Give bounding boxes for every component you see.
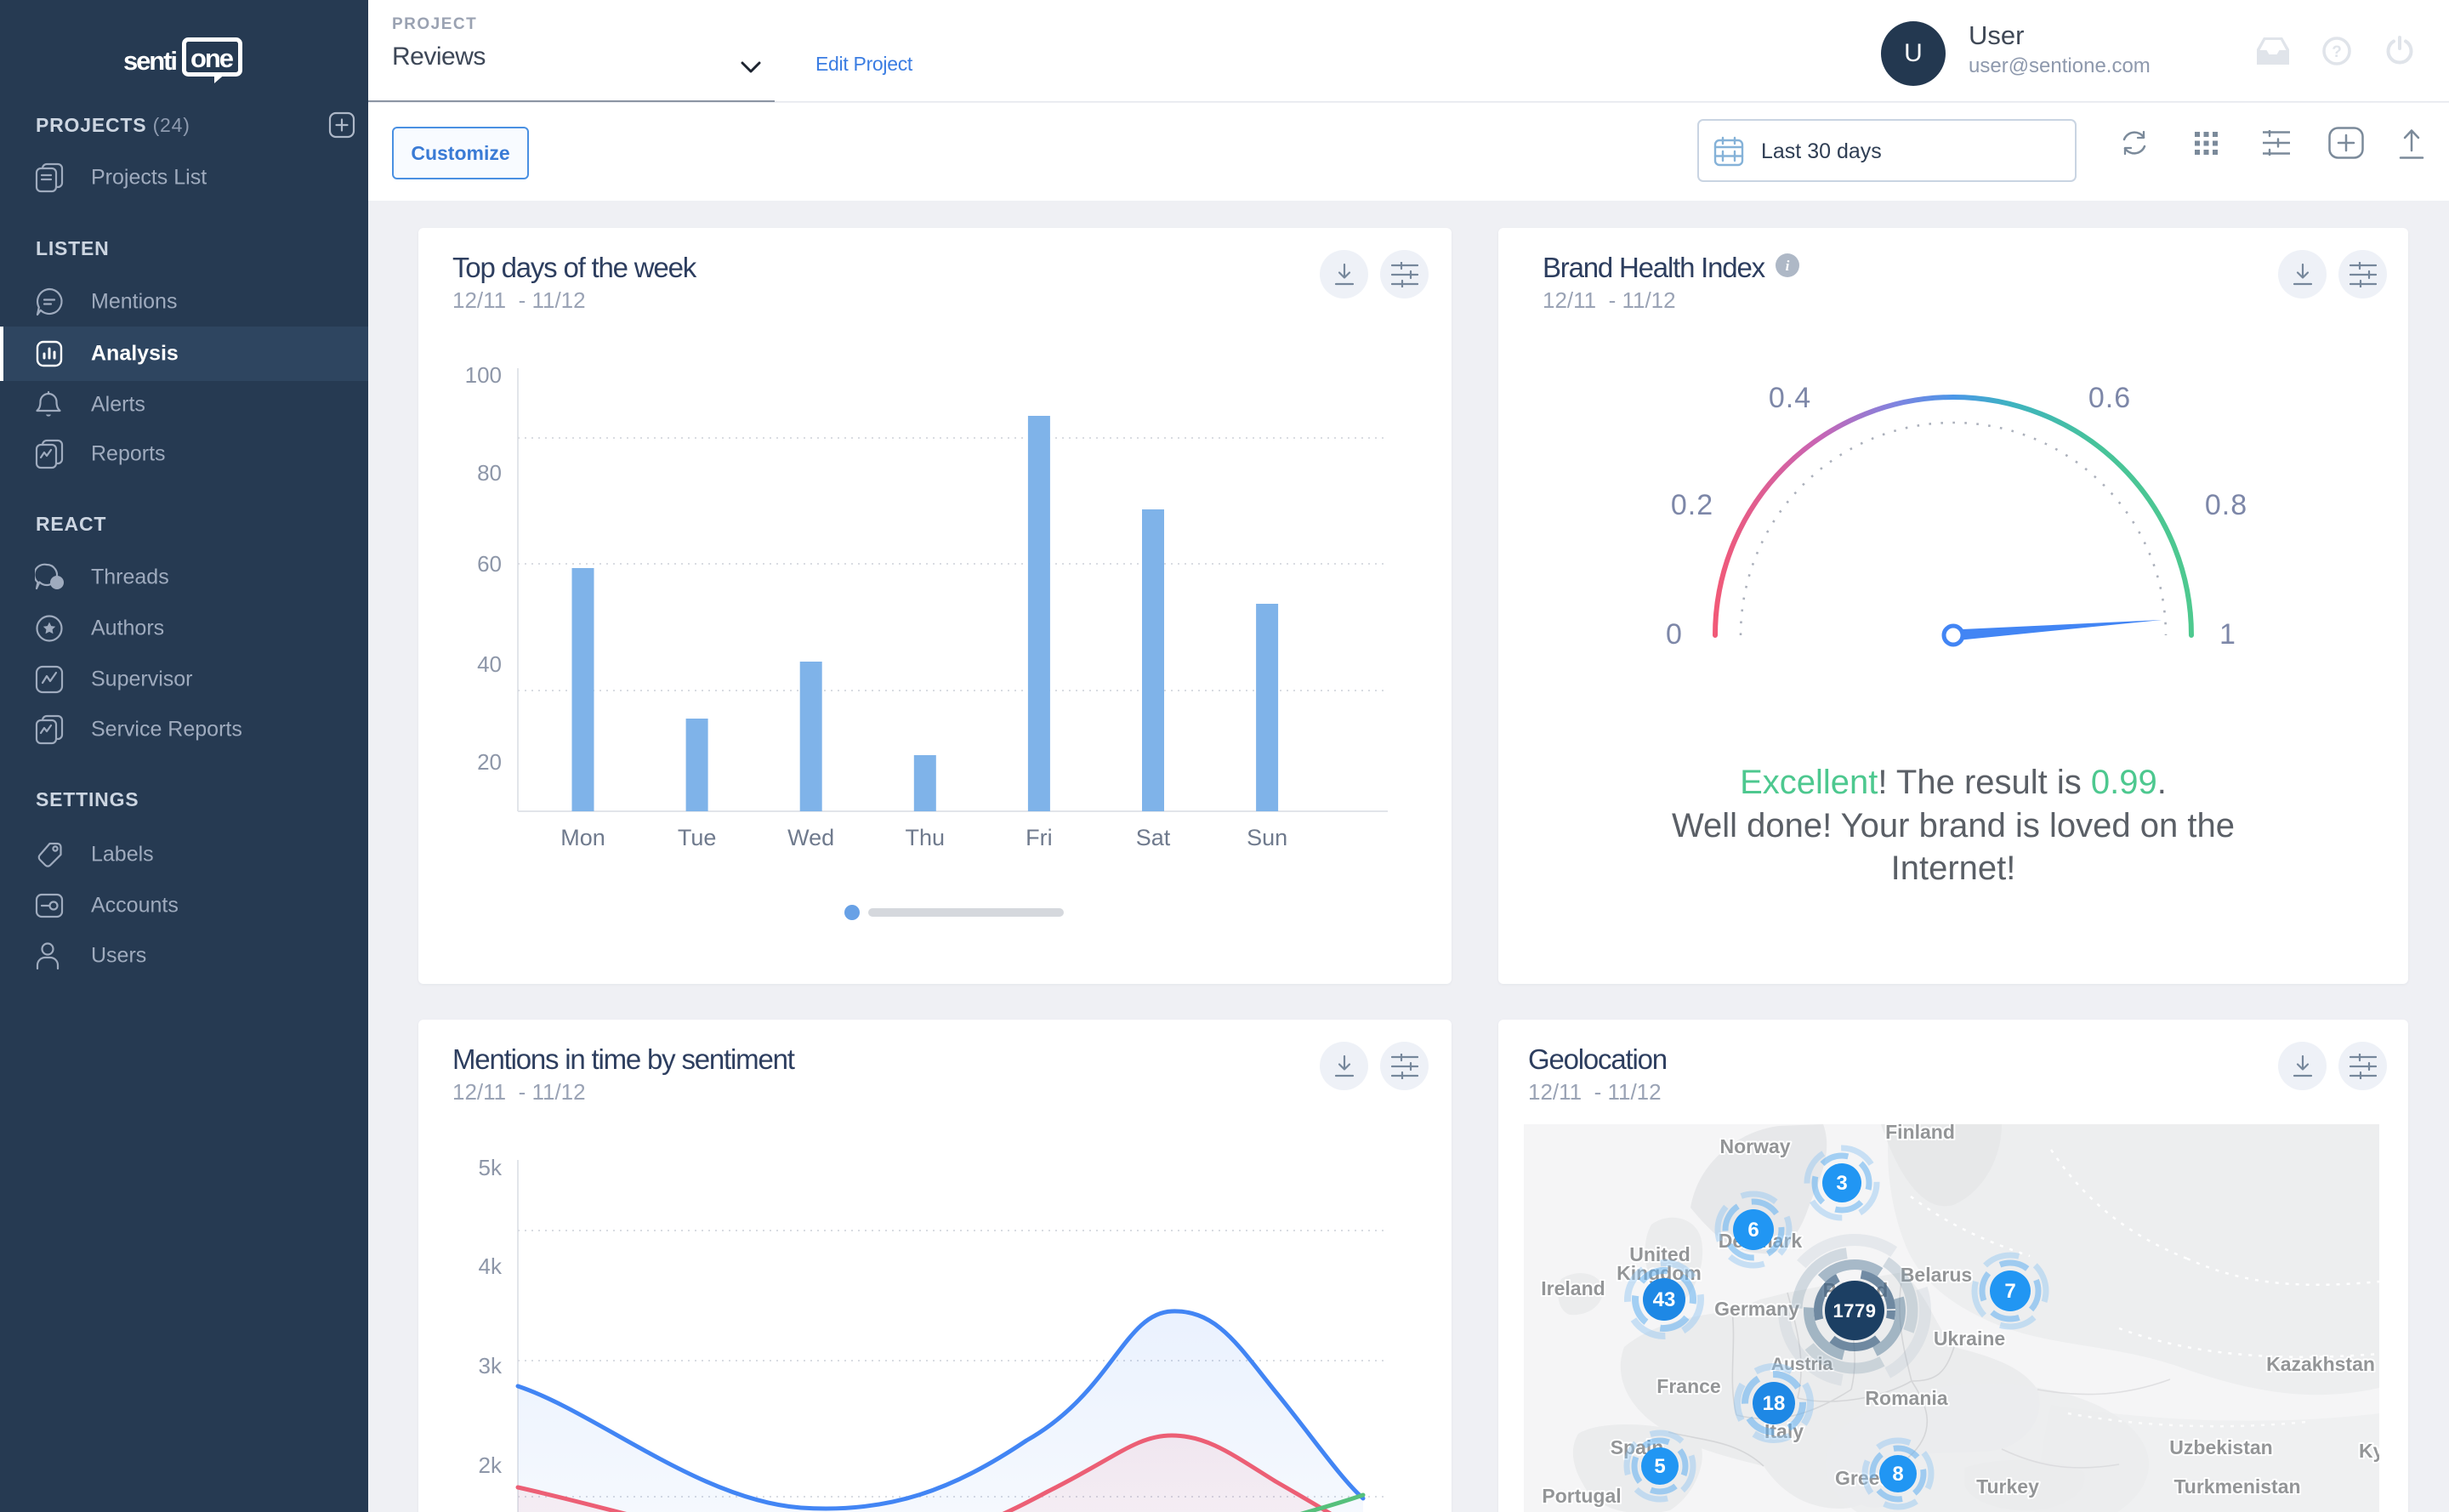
svg-text:4k: 4k bbox=[479, 1253, 503, 1279]
svg-text:6: 6 bbox=[1747, 1219, 1759, 1242]
svg-text:5: 5 bbox=[1654, 1455, 1665, 1478]
svg-text:Romania: Romania bbox=[1865, 1387, 1947, 1409]
svg-text:0: 0 bbox=[1666, 618, 1683, 651]
svg-text:Sat: Sat bbox=[1136, 825, 1171, 850]
svg-text:40: 40 bbox=[477, 651, 502, 677]
svg-text:60: 60 bbox=[477, 551, 502, 577]
svg-text:Ukraine: Ukraine bbox=[1934, 1327, 2005, 1350]
svg-text:0.4: 0.4 bbox=[1769, 382, 1811, 414]
svg-text:Finland: Finland bbox=[1885, 1124, 1955, 1143]
svg-text:Ireland: Ireland bbox=[1541, 1277, 1605, 1299]
svg-text:43: 43 bbox=[1653, 1288, 1676, 1311]
svg-text:one: one bbox=[190, 43, 234, 73]
svg-text:Internet!: Internet! bbox=[1891, 850, 2016, 887]
svg-text:Kyrgyzstan: Kyrgyzstan bbox=[2359, 1440, 2379, 1462]
svg-text:Fri: Fri bbox=[1026, 825, 1052, 850]
svg-text:3: 3 bbox=[1836, 1172, 1847, 1195]
svg-text:7: 7 bbox=[2004, 1280, 2015, 1303]
svg-text:5k: 5k bbox=[479, 1155, 503, 1180]
svg-text:Turkey: Turkey bbox=[1976, 1475, 2039, 1498]
svg-text:2k: 2k bbox=[479, 1452, 503, 1478]
svg-text:3k: 3k bbox=[479, 1353, 503, 1378]
svg-text:?: ? bbox=[2332, 43, 2342, 61]
svg-text:Excellent! The result is 0.99.: Excellent! The result is 0.99. bbox=[1740, 764, 2167, 801]
svg-text:8: 8 bbox=[1892, 1463, 1903, 1486]
svg-text:1: 1 bbox=[2219, 618, 2236, 651]
svg-text:Belarus: Belarus bbox=[1901, 1264, 1972, 1286]
svg-text:Mon: Mon bbox=[560, 825, 605, 850]
svg-text:Tue: Tue bbox=[678, 825, 717, 850]
svg-text:18: 18 bbox=[1763, 1392, 1786, 1415]
svg-text:Well done! Your brand is loved: Well done! Your brand is loved on the bbox=[1672, 807, 2235, 844]
svg-text:Thu: Thu bbox=[906, 825, 946, 850]
svg-text:Germany: Germany bbox=[1714, 1298, 1799, 1320]
svg-text:Kazakhstan: Kazakhstan bbox=[2266, 1353, 2375, 1375]
svg-text:80: 80 bbox=[477, 460, 502, 486]
svg-text:France: France bbox=[1656, 1375, 1720, 1397]
svg-text:Sun: Sun bbox=[1247, 825, 1287, 850]
svg-text:0.2: 0.2 bbox=[1671, 489, 1713, 521]
svg-text:Uzbekistan: Uzbekistan bbox=[2169, 1436, 2272, 1458]
svg-text:Portugal: Portugal bbox=[1542, 1485, 1621, 1507]
svg-text:1779: 1779 bbox=[1833, 1300, 1877, 1322]
svg-text:20: 20 bbox=[477, 749, 502, 775]
svg-text:Turkmenistan: Turkmenistan bbox=[2173, 1475, 2300, 1498]
svg-text:Norway: Norway bbox=[1719, 1135, 1790, 1157]
svg-text:Wed: Wed bbox=[787, 825, 834, 850]
svg-text:0.6: 0.6 bbox=[2088, 382, 2131, 414]
svg-text:United: United bbox=[1629, 1243, 1690, 1265]
svg-text:100: 100 bbox=[465, 362, 502, 388]
svg-text:i: i bbox=[1786, 258, 1790, 274]
svg-text:0.8: 0.8 bbox=[2205, 489, 2247, 521]
svg-text:senti: senti bbox=[123, 46, 178, 76]
